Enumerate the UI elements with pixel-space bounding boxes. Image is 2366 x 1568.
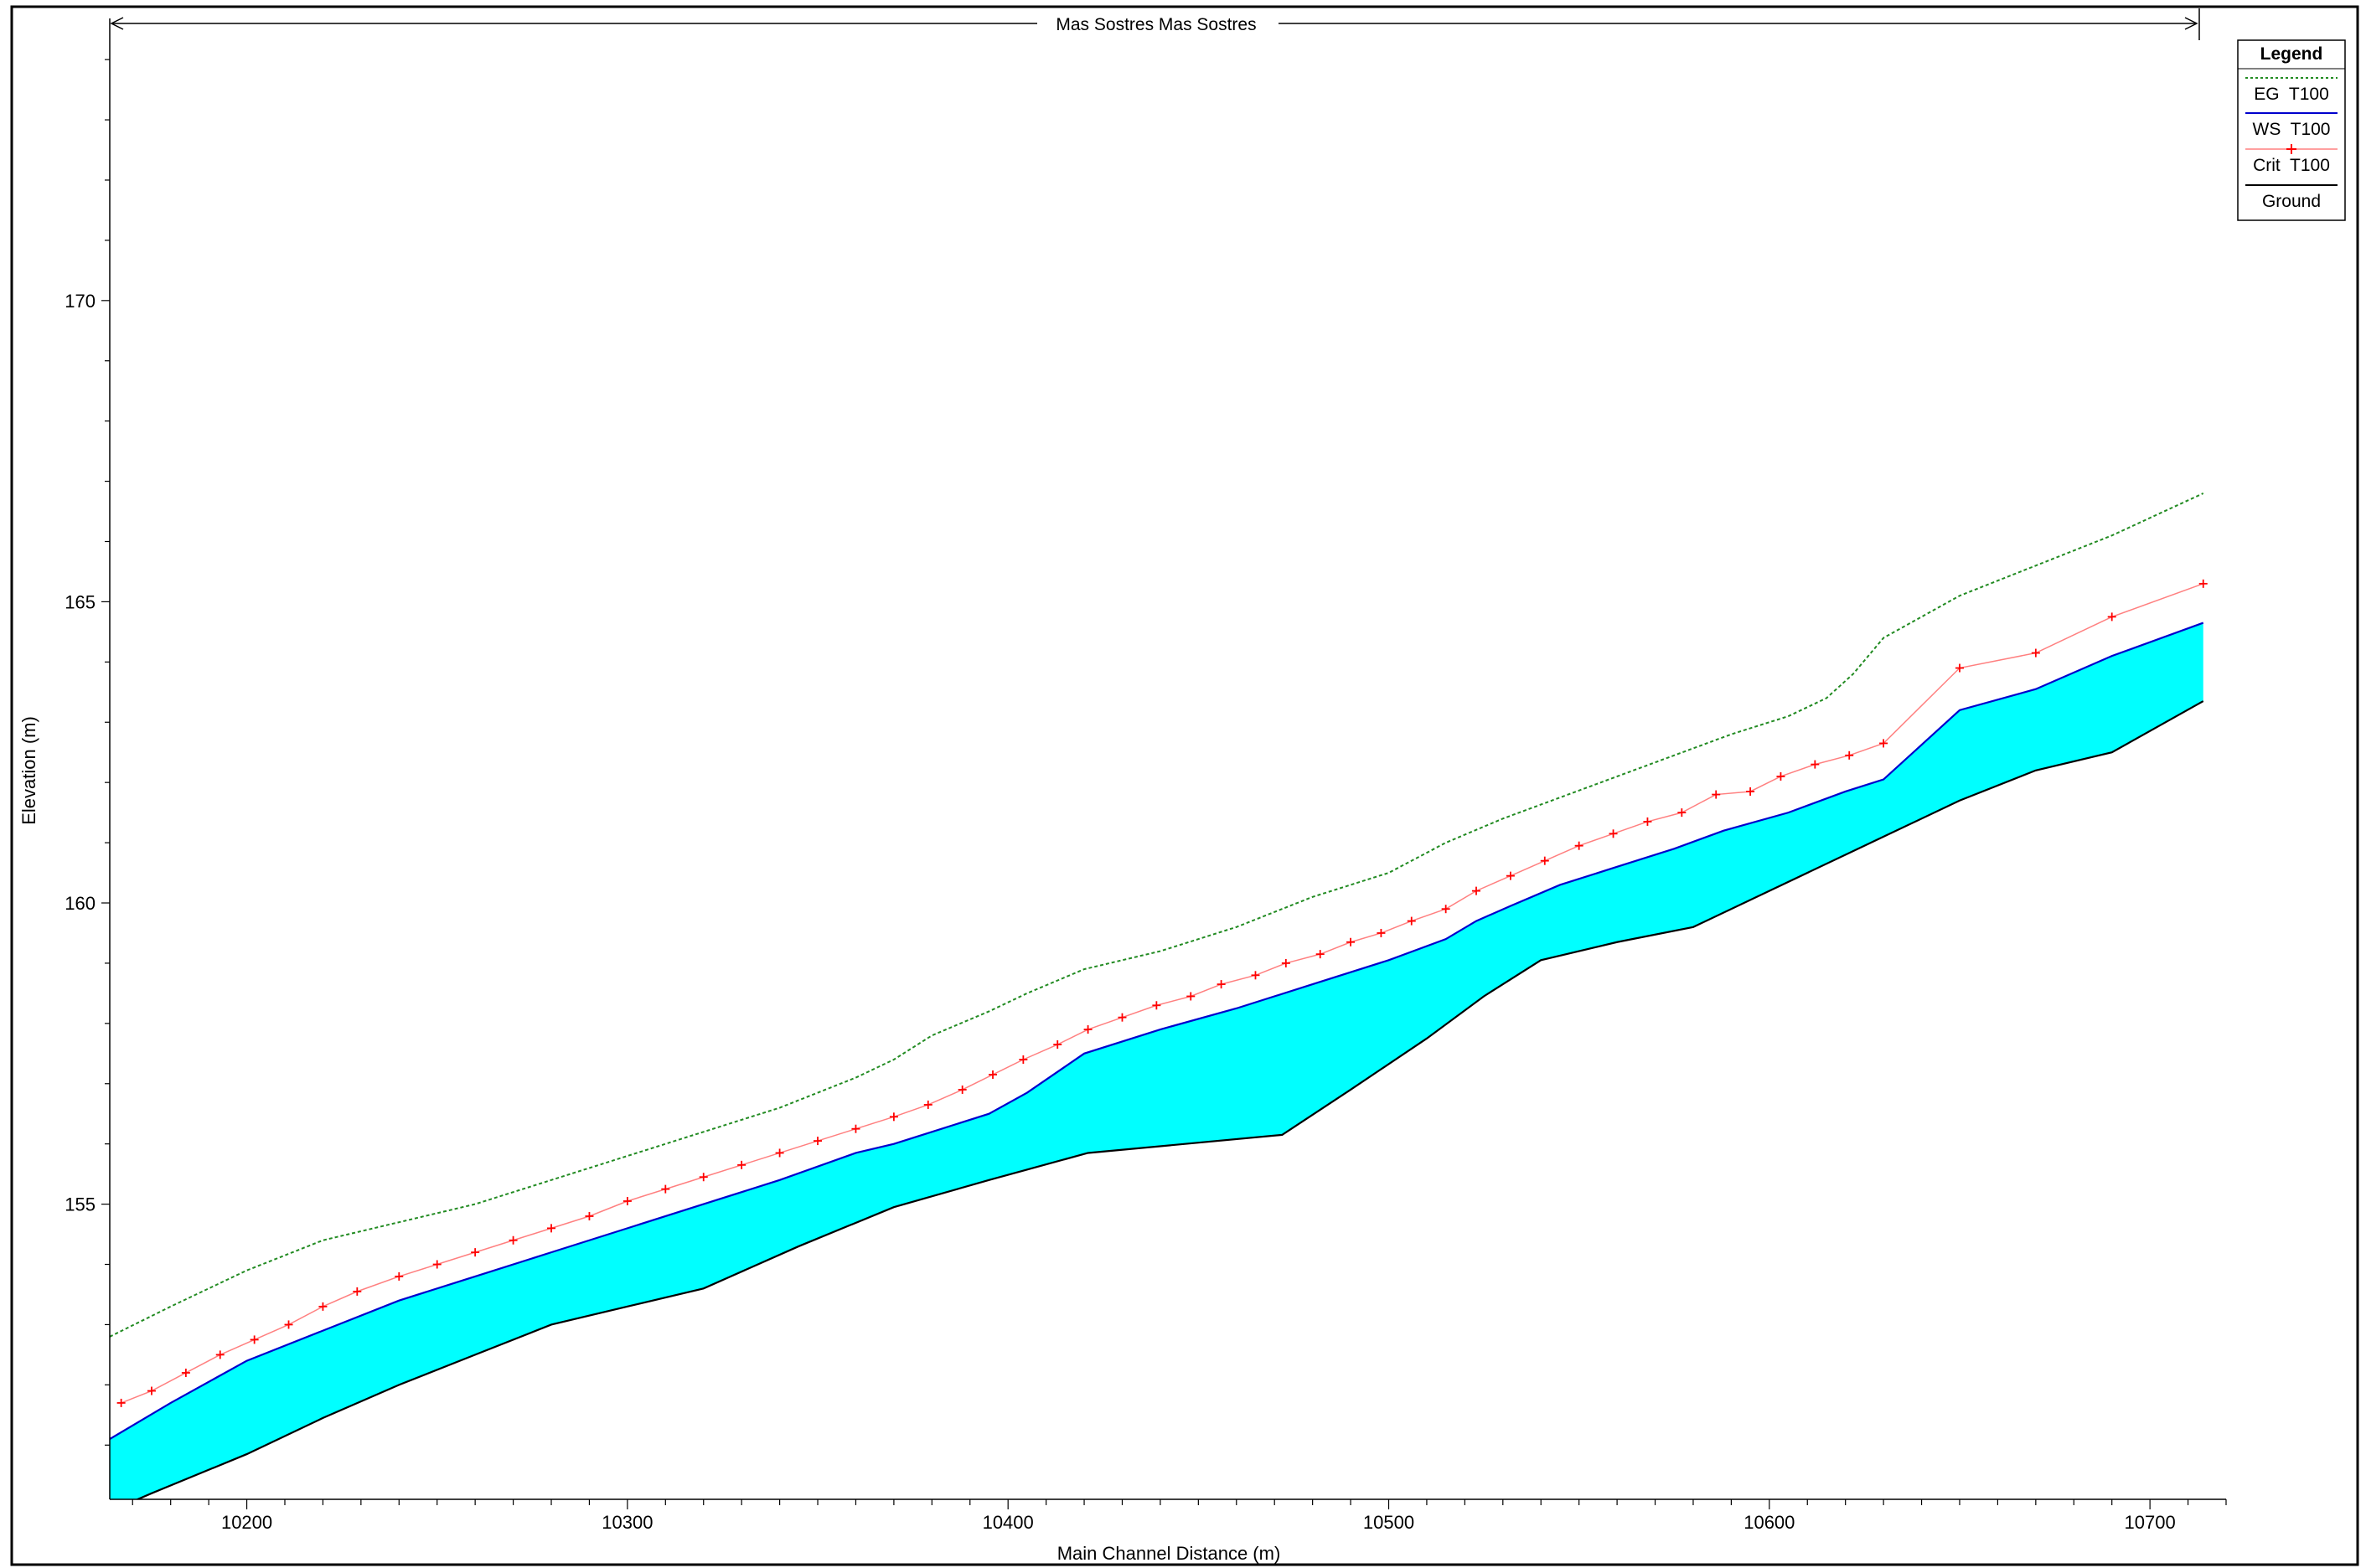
- crit-marker: [622, 1197, 632, 1206]
- crit-marker: [1118, 1013, 1127, 1022]
- legend-label-ws: WS T100: [2253, 120, 2331, 139]
- legend: Legend EG T100 WS T100 Crit T100 Ground: [2237, 39, 2346, 221]
- crit-marker: [851, 1124, 860, 1133]
- series-line-ground: [135, 700, 2204, 1499]
- crit-marker: [1845, 750, 1854, 760]
- crit-marker: [989, 1070, 998, 1079]
- crit-marker: [250, 1335, 259, 1344]
- crit-marker: [1217, 980, 1226, 989]
- crit-marker: [737, 1160, 746, 1169]
- legend-label-ground: Ground: [2262, 192, 2321, 211]
- crit-marker: [509, 1235, 518, 1245]
- crit-marker: [814, 1137, 823, 1146]
- chart-title: Mas Sostres Mas Sostres: [1056, 15, 1256, 34]
- crit-marker: [1879, 739, 1888, 748]
- legend-title: Legend: [2260, 44, 2323, 64]
- crit-marker: [1776, 771, 1785, 781]
- series-line-eg: [110, 493, 2204, 1338]
- crit-marker: [1609, 829, 1618, 838]
- y-ticks: 155 160 165 170: [65, 59, 110, 1446]
- legend-label-crit: Crit T100: [2253, 156, 2330, 175]
- crit-marker: [432, 1260, 442, 1269]
- crit-marker: [1251, 971, 1260, 980]
- plot-area: [110, 493, 2208, 1499]
- water-fill-area: [110, 622, 2203, 1499]
- crit-marker: [1053, 1040, 1062, 1050]
- y-tick-label: 170: [65, 291, 96, 312]
- outer-frame: [10, 5, 2359, 1566]
- y-axis-title: Elevation (m): [18, 716, 39, 825]
- crit-marker: [585, 1211, 594, 1220]
- x-axis-title: Main Channel Distance (m): [1057, 1543, 1281, 1564]
- crit-marker: [1471, 886, 1480, 895]
- crit-marker: [1540, 856, 1549, 865]
- crit-marker: [471, 1248, 480, 1257]
- crit-marker: [1152, 1001, 1161, 1010]
- crit-marker: [1574, 841, 1583, 850]
- arrow-right-icon: [2184, 17, 2198, 30]
- x-tick-label: 10200: [221, 1512, 272, 1533]
- crit-marker: [1712, 790, 1721, 799]
- reach-title-bar: Mas Sostres Mas Sostres: [110, 8, 2200, 40]
- series-lines: [110, 493, 2204, 1499]
- crit-marker: [1677, 808, 1687, 818]
- crit-marker: [1346, 937, 1356, 946]
- crit-marker: [1083, 1025, 1093, 1034]
- x-tick-label: 10600: [1744, 1512, 1795, 1533]
- crit-markers: [116, 579, 2208, 1407]
- crit-marker: [2107, 612, 2116, 622]
- x-ticks: 10200 10300 10400 10500 10600 10700: [132, 1499, 2227, 1533]
- crit-marker: [547, 1224, 556, 1233]
- crit-marker: [1186, 992, 1196, 1001]
- crit-marker: [1811, 760, 1820, 769]
- y-tick-label: 155: [65, 1194, 96, 1215]
- crit-marker: [699, 1173, 708, 1182]
- arrow-left-icon: [110, 17, 124, 30]
- legend-crit-marker-icon: [2286, 144, 2296, 154]
- crit-marker: [1407, 916, 1416, 926]
- y-tick-label: 160: [65, 893, 96, 914]
- crit-marker: [318, 1302, 328, 1311]
- crit-marker: [775, 1148, 784, 1158]
- crit-marker: [1377, 928, 1386, 937]
- x-tick-label: 10700: [2125, 1512, 2176, 1533]
- crit-marker: [2031, 648, 2040, 658]
- x-tick-label: 10300: [602, 1512, 653, 1533]
- crit-marker: [661, 1184, 670, 1194]
- crit-marker: [215, 1350, 225, 1359]
- crit-marker: [1019, 1055, 1028, 1064]
- crit-marker: [1746, 787, 1755, 796]
- crit-marker: [958, 1085, 967, 1094]
- series-line-ws: [110, 622, 2204, 1441]
- crit-marker: [1441, 905, 1450, 914]
- crit-marker: [923, 1100, 932, 1109]
- crit-marker: [181, 1368, 190, 1377]
- crit-marker: [1955, 663, 1964, 673]
- x-tick-label: 10500: [1363, 1512, 1414, 1533]
- legend-box: [2237, 39, 2346, 221]
- crit-marker: [284, 1320, 293, 1329]
- crit-marker: [353, 1287, 362, 1296]
- legend-label-eg: EG T100: [2254, 85, 2329, 104]
- crit-marker: [1643, 817, 1652, 826]
- crit-marker: [889, 1112, 898, 1122]
- crit-marker: [1281, 958, 1290, 967]
- crit-marker: [395, 1271, 404, 1281]
- crit-marker: [1315, 950, 1325, 959]
- y-tick-label: 165: [65, 591, 96, 612]
- series-line-crit: [121, 583, 2203, 1404]
- crit-marker: [1506, 871, 1515, 880]
- crit-marker: [116, 1398, 126, 1407]
- x-tick-label: 10400: [983, 1512, 1034, 1533]
- crit-marker: [147, 1386, 156, 1395]
- crit-marker: [2198, 579, 2208, 588]
